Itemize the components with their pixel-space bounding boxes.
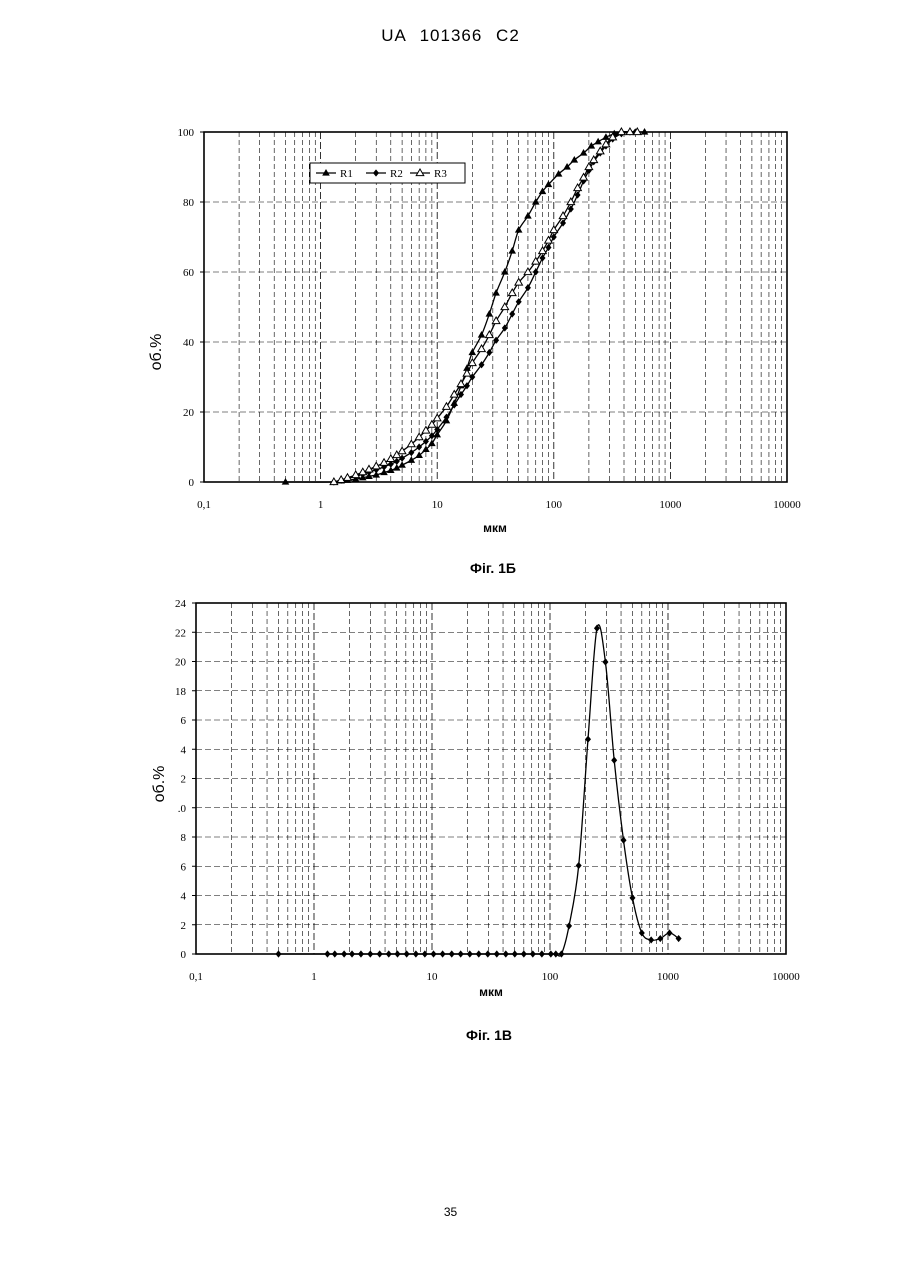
- x-axis-label: мкм: [479, 985, 503, 999]
- x-tick-label: 1000: [657, 971, 680, 983]
- x-tick-label: 1: [311, 971, 317, 983]
- x-tick-label: 1: [318, 499, 324, 511]
- y-tick-label: 20: [175, 657, 187, 669]
- y-tick-label: 60: [183, 267, 195, 279]
- x-axis-label: мкм: [483, 521, 507, 535]
- y-tick-label: 4: [181, 744, 187, 756]
- y-tick-label: 100: [178, 127, 195, 139]
- y-tick-label: 24: [175, 598, 187, 610]
- x-tick-label: 100: [546, 499, 563, 511]
- x-tick-label: 1000: [659, 499, 682, 511]
- x-tick-label: 10000: [773, 499, 801, 511]
- y-tick-label: 80: [183, 197, 195, 209]
- x-tick-label: 10000: [772, 971, 800, 983]
- y-tick-label: 2: [181, 774, 187, 786]
- figure-caption: Фіг. 1Б: [470, 560, 516, 576]
- legend-label-r1: R1: [340, 168, 353, 180]
- y-axis-label: об.%: [148, 334, 165, 371]
- y-tick-label: 4: [181, 891, 187, 903]
- page-number: 35: [0, 1205, 901, 1219]
- y-tick-label: 0: [189, 477, 195, 489]
- y-tick-label: 2: [181, 920, 187, 932]
- x-tick-label: 0,1: [189, 971, 203, 983]
- plot-area: [196, 603, 786, 954]
- y-tick-label: 0: [181, 949, 187, 961]
- y-tick-label: .0: [178, 803, 187, 815]
- x-tick-label: 100: [542, 971, 559, 983]
- y-axis-label: об.%: [151, 766, 168, 803]
- figure-caption: Фіг. 1В: [466, 1027, 512, 1043]
- y-tick-label: 18: [175, 686, 187, 698]
- x-tick-label: 10: [432, 499, 444, 511]
- x-tick-label: 0,1: [197, 499, 211, 511]
- legend: R1 R2 R3: [310, 163, 465, 183]
- frequency-distribution-chart: 0,111010010001000002468.024618202224 мкм…: [0, 595, 901, 1065]
- y-tick-label: 40: [183, 337, 195, 349]
- y-tick-label: 6: [181, 715, 187, 727]
- y-tick-label: 8: [181, 832, 187, 844]
- cumulative-distribution-chart: 0,1 1 10 100 1000 10000 0 20 40 60 80 100 R1 R2 R3 мк…: [0, 0, 901, 600]
- x-tick-label: 10: [427, 971, 439, 983]
- y-tick-label: 22: [175, 627, 186, 639]
- plot-area: [204, 132, 787, 482]
- legend-label-r2: R2: [390, 168, 403, 180]
- y-tick-label: 6: [181, 861, 187, 873]
- legend-label-r3: R3: [434, 168, 447, 180]
- y-tick-label: 20: [183, 407, 195, 419]
